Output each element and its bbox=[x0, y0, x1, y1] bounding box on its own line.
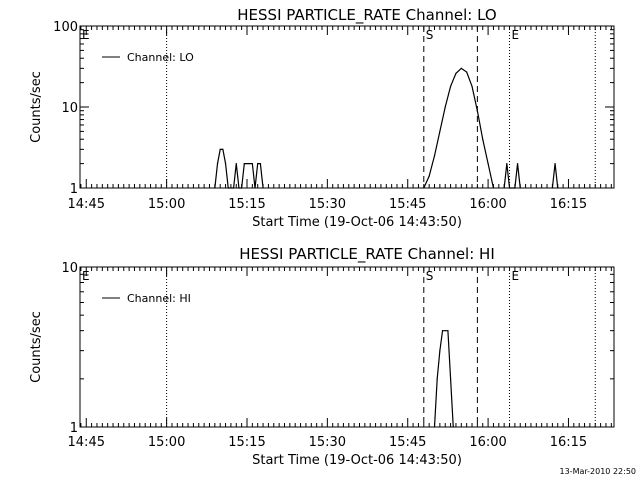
data-point bbox=[516, 163, 519, 165]
data-point bbox=[436, 378, 438, 380]
data-point bbox=[444, 330, 446, 332]
data-point bbox=[476, 110, 478, 112]
data-point bbox=[554, 163, 556, 165]
x-tick-label: 15:45 bbox=[389, 435, 426, 450]
data-point bbox=[449, 378, 452, 380]
data-point bbox=[238, 187, 240, 189]
y-tick-label: 1 bbox=[70, 421, 78, 436]
x-tick-label: 16:15 bbox=[550, 435, 587, 450]
y-tick-label: 1 bbox=[70, 182, 78, 197]
plot-frame bbox=[79, 266, 615, 428]
x-axis-label: Start Time (19-Oct-06 14:43:50) bbox=[252, 215, 462, 230]
data-point bbox=[551, 187, 553, 189]
data-point bbox=[259, 163, 261, 165]
legend-entry: Channel: HI bbox=[127, 292, 191, 305]
data-point bbox=[254, 187, 256, 189]
series-line-1 bbox=[433, 330, 454, 428]
data-point bbox=[243, 163, 245, 165]
data-point bbox=[428, 175, 430, 177]
event-marker-label: E bbox=[512, 269, 520, 283]
data-point bbox=[219, 148, 221, 150]
data-point bbox=[224, 163, 227, 165]
data-point bbox=[216, 163, 219, 165]
data-point bbox=[492, 187, 495, 189]
event-marker-label: S bbox=[426, 269, 434, 283]
x-tick-label: 16:15 bbox=[550, 197, 587, 212]
data-point bbox=[235, 163, 237, 165]
data-point bbox=[444, 106, 446, 108]
data-point bbox=[503, 187, 505, 189]
data-point bbox=[439, 350, 441, 352]
event-marker-label: S bbox=[426, 28, 434, 42]
data-point bbox=[251, 163, 253, 165]
x-tick-label: 16:00 bbox=[469, 197, 506, 212]
data-point bbox=[262, 187, 264, 189]
x-tick-label: 15:15 bbox=[228, 197, 265, 212]
x-tick-label: 16:00 bbox=[469, 435, 506, 450]
data-point bbox=[466, 71, 468, 73]
y-tick-label: 10 bbox=[61, 101, 78, 116]
data-point bbox=[447, 330, 449, 332]
data-point bbox=[557, 187, 559, 189]
chart-panel-1: HESSI PARTICLE_RATE Channel: LO 14:45 15:0… bbox=[29, 6, 615, 230]
event-marker-label: E bbox=[82, 269, 90, 283]
data-point bbox=[519, 187, 521, 189]
data-point bbox=[482, 138, 484, 140]
data-point bbox=[487, 163, 489, 165]
series-line-1 bbox=[214, 67, 559, 189]
x-tick-label: 14:45 bbox=[68, 435, 105, 450]
x-tick-label: 15:00 bbox=[148, 197, 185, 212]
data-point bbox=[222, 148, 224, 150]
data-point bbox=[232, 187, 235, 189]
x-tick-label: 15:30 bbox=[309, 435, 346, 450]
data-point bbox=[249, 163, 251, 165]
y-tick-label: 10 bbox=[61, 261, 78, 276]
data-point bbox=[214, 187, 216, 189]
x-tick-label: 14:45 bbox=[68, 197, 105, 212]
event-marker-label: E bbox=[512, 28, 520, 42]
data-point bbox=[433, 155, 436, 157]
chart-title: HESSI PARTICLE_RATE Channel: LO bbox=[237, 6, 496, 25]
data-point bbox=[460, 67, 462, 69]
data-point bbox=[471, 85, 473, 87]
x-tick-label: 15:45 bbox=[389, 197, 426, 212]
data-point bbox=[423, 187, 425, 189]
plot-timestamp: 13-Mar-2010 22:50 bbox=[560, 467, 637, 476]
y-axis-label: Counts/sec bbox=[29, 71, 44, 143]
y-tick-label: 100 bbox=[53, 20, 78, 35]
data-point bbox=[227, 187, 229, 189]
chart-panel-2: HESSI PARTICLE_RATE Channel: HI 14:45 15:0… bbox=[29, 245, 615, 468]
data-point bbox=[506, 163, 508, 165]
data-point bbox=[257, 163, 259, 165]
data-point bbox=[508, 187, 511, 189]
data-point bbox=[439, 130, 441, 132]
x-tick-label: 15:15 bbox=[228, 435, 265, 450]
data-point bbox=[433, 426, 436, 428]
x-tick-label: 15:30 bbox=[309, 197, 346, 212]
event-marker-label: E bbox=[82, 28, 90, 42]
data-point bbox=[455, 72, 457, 74]
data-point bbox=[514, 187, 516, 189]
chart-title: HESSI PARTICLE_RATE Channel: HI bbox=[239, 245, 495, 264]
y-axis-label: Counts/sec bbox=[29, 311, 44, 383]
legend-entry: Channel: LO bbox=[127, 51, 194, 64]
x-tick-label: 15:00 bbox=[148, 435, 185, 450]
data-point bbox=[452, 426, 454, 428]
data-point bbox=[449, 85, 452, 87]
data-point bbox=[241, 187, 243, 189]
x-axis-label: Start Time (19-Oct-06 14:43:50) bbox=[252, 453, 462, 468]
data-point bbox=[441, 330, 444, 332]
data-point bbox=[246, 163, 248, 165]
